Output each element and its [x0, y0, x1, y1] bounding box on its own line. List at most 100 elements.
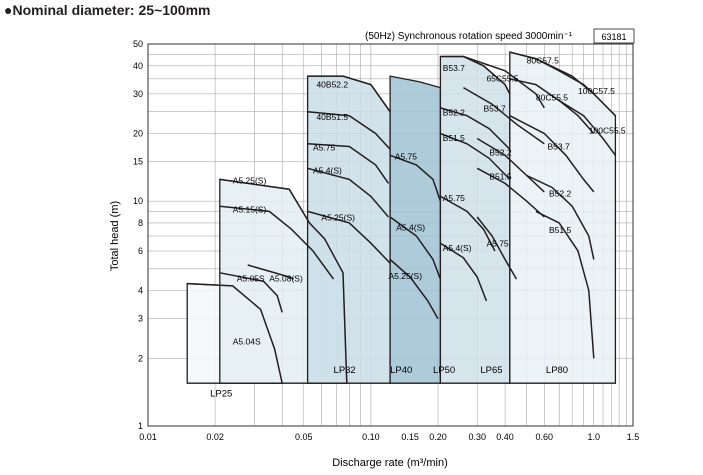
region-label-lp65: LP65 — [480, 365, 502, 376]
curve-40b51-5 — [307, 110, 391, 150]
y-tick-label: 40 — [133, 61, 143, 71]
chart-heading: ●Nominal diameter: 25~100mm — [4, 2, 211, 18]
curve-label: 40B52.2 — [316, 80, 348, 90]
curve-40b52-2 — [307, 75, 391, 113]
figure-id-box — [593, 28, 635, 44]
curve-b52-2 — [526, 174, 595, 260]
curve-label: B53.7 — [443, 63, 465, 73]
curve-a5-04s — [187, 282, 283, 384]
region-label-lp50: LP50 — [433, 365, 455, 376]
curve-a5-75 — [389, 154, 442, 202]
curve-a5-4-s- — [389, 216, 442, 280]
x-tick-label: 0.15 — [401, 432, 419, 442]
region-label-lp40: LP40 — [390, 365, 412, 376]
curve-a5-75 — [307, 143, 390, 184]
x-tick-label: 0.20 — [429, 432, 447, 442]
y-tick-label: 1 — [138, 421, 143, 431]
curve-b52-2 — [476, 137, 545, 193]
curve-label: B51.5 — [489, 171, 511, 181]
curve-label: B53.7 — [483, 104, 505, 114]
y-tick-label: 50 — [133, 39, 143, 49]
y-tick-label: 8 — [138, 218, 143, 228]
y-tick-label: 30 — [133, 89, 143, 99]
region-label-lp25: LP25 — [210, 389, 232, 400]
curve-label: A5.4(S) — [443, 243, 472, 253]
curve-a5-75 — [440, 195, 496, 252]
region-label-lp80: LP80 — [546, 365, 568, 376]
region-label-lp32: LP32 — [334, 365, 356, 376]
curve-label: A5.25(S) — [233, 175, 267, 185]
curve-65c55-5 — [463, 55, 545, 109]
y-tick-label: 4 — [138, 286, 143, 296]
x-tick-label: 0.60 — [536, 432, 554, 442]
curve-label: 40B51.5 — [316, 112, 348, 122]
curve-label: B51.5 — [549, 225, 571, 235]
curve-a5-25-s- — [307, 210, 391, 264]
pump-regions — [186, 51, 617, 384]
curve-label: A5.4(S) — [313, 165, 342, 175]
curve-label: A5.75 — [443, 193, 465, 203]
curve-b52-2 — [440, 107, 511, 150]
curve-b53-7 — [463, 86, 545, 145]
curve-a5-75 — [476, 216, 518, 280]
x-tick-label: 0.05 — [295, 432, 313, 442]
chart-subtitle: (50Hz) Synchronous rotation speed 3000mi… — [365, 31, 573, 42]
curve-label: 80C55.5 — [536, 93, 568, 103]
curve-label: A5.15(S) — [233, 205, 267, 215]
curve-a5-4-s- — [307, 167, 390, 218]
x-tick-label: 0.40 — [496, 432, 514, 442]
curve-100c57-5 — [535, 58, 616, 117]
curve-label: A5.25(S) — [321, 213, 355, 223]
x-tick-label: 1.0 — [587, 432, 600, 442]
y-tick-label: 3 — [138, 314, 143, 324]
curve-label: B52.2 — [443, 108, 465, 118]
curve-labels: LP25 LP32 LP40 LP50 LP65 LP80 A5.04S A5.05S A5.0… — [210, 55, 626, 399]
plot-area-border — [147, 43, 634, 427]
curve-b53-7 — [440, 55, 511, 95]
curve-label: 100C55.5 — [589, 125, 626, 135]
y-tick-label: 15 — [133, 157, 143, 167]
curve-label: A5.75 — [486, 238, 508, 248]
curve-label: 100C57.5 — [578, 86, 615, 96]
region-lp40 — [306, 75, 391, 384]
y-tick-label: 20 — [133, 128, 143, 138]
curve-label: A5.25(S) — [389, 271, 423, 281]
curve-100c55-5 — [558, 99, 617, 156]
region-lp50 — [389, 75, 442, 384]
curve-b51-5 — [535, 210, 595, 359]
y-tick-label: 2 — [138, 353, 143, 363]
y-tick-label: 10 — [133, 196, 143, 206]
x-tick-label: 0.02 — [206, 432, 224, 442]
x-axis-label: Discharge rate (m³/min) — [332, 457, 448, 469]
pump-curves — [187, 51, 617, 384]
x-tick-label: 0.01 — [139, 432, 157, 442]
curve-a5-15-s- — [219, 205, 335, 280]
curve-label: B52.2 — [549, 188, 571, 198]
curve-label: 65C55.5 — [486, 74, 518, 84]
axes: 0.01 0.02 0.05 0.10 0.15 0.20 0.30 0.40 0.60 1.0 1… — [133, 39, 639, 442]
curve-label: A5.08(S) — [269, 273, 303, 283]
curve-label: 80C57.5 — [527, 55, 559, 65]
curve-label: B52.2 — [489, 147, 511, 157]
x-tick-label: 0.30 — [468, 432, 486, 442]
x-tick-label: 0.10 — [362, 432, 380, 442]
curve-label: A5.05S — [237, 273, 265, 283]
curve-a5-08-s- — [247, 264, 294, 280]
curve-a5-4-s- — [439, 242, 488, 302]
curve-a5-05s — [219, 272, 283, 313]
curve-label: A5.4(S) — [396, 223, 425, 233]
y-axis-label: Total head (m) — [109, 201, 121, 271]
y-tick-label: 6 — [138, 246, 143, 256]
curve-b51-5 — [440, 132, 511, 180]
curve-label: B53.7 — [547, 141, 569, 151]
curve-label: A5.75 — [313, 142, 335, 152]
figure-id: 63181 — [601, 32, 626, 42]
curve-a5-25-s- — [219, 178, 348, 384]
curve-b51-5 — [476, 167, 545, 218]
curve-label: B51.5 — [443, 133, 465, 143]
curve-a5-25-s- — [389, 258, 439, 320]
plot-frame — [147, 43, 634, 427]
curve-label: A5.75 — [395, 152, 417, 162]
x-tick-label: 1.5 — [627, 432, 640, 442]
